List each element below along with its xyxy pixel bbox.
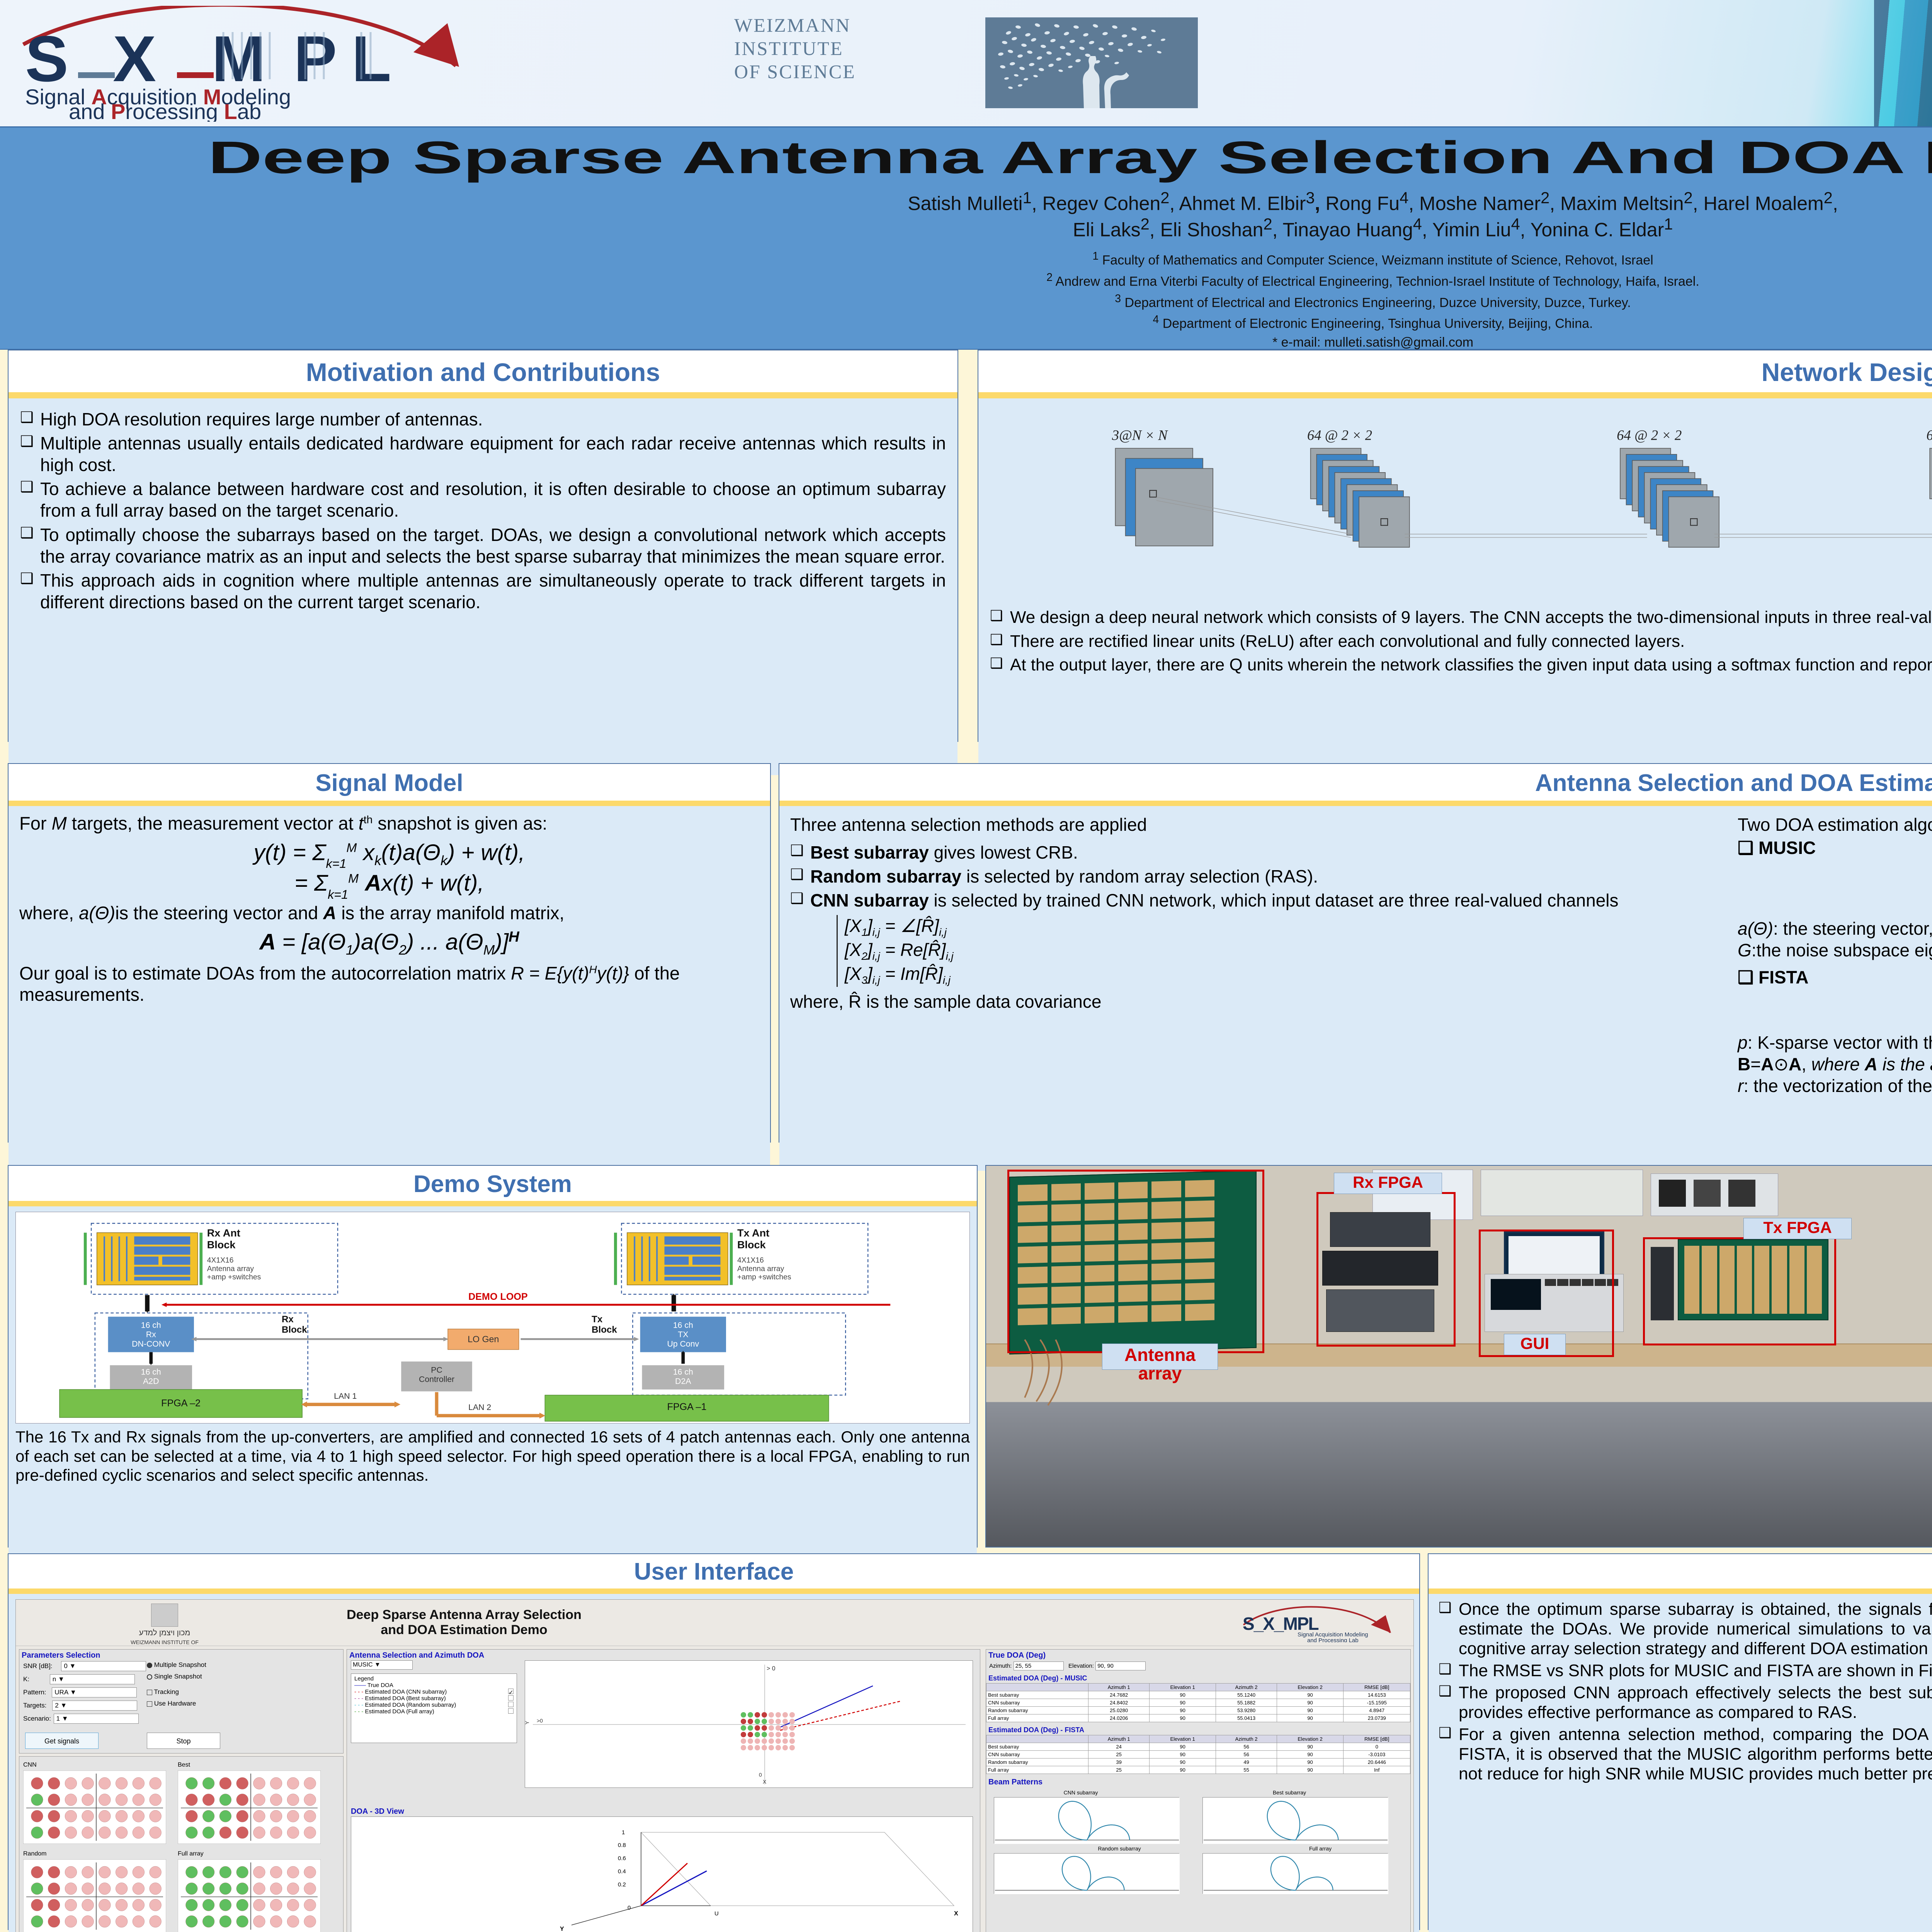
svg-text:0: 0: [759, 1772, 762, 1778]
svg-text:and Processing Lab: and Processing Lab: [1307, 1637, 1359, 1642]
svg-text:FPGA –2: FPGA –2: [161, 1398, 201, 1409]
svg-text:Rx Ant: Rx Ant: [207, 1227, 240, 1239]
svg-text:U: U: [714, 1910, 719, 1917]
svg-text:D2A: D2A: [675, 1377, 691, 1386]
svg-text:16 ch: 16 ch: [673, 1367, 693, 1376]
svg-text:Y: Y: [560, 1926, 564, 1932]
svg-text:and Processing Lab: and Processing Lab: [69, 99, 261, 122]
svg-text:A2D: A2D: [143, 1377, 159, 1386]
svg-text:64 @ 2 × 2: 64 @ 2 × 2: [1927, 427, 1932, 443]
svg-text:Up Conv: Up Conv: [667, 1339, 699, 1349]
svg-text:> 0: > 0: [767, 1665, 776, 1672]
svg-text:Rx: Rx: [146, 1330, 156, 1339]
svg-text:64 @ 2 × 2: 64 @ 2 × 2: [1307, 427, 1372, 443]
svg-text:0: 0: [628, 1905, 631, 1911]
svg-text:PC: PC: [431, 1366, 442, 1375]
svg-text:Controller: Controller: [419, 1375, 454, 1384]
svg-text:4X1X16: 4X1X16: [737, 1256, 764, 1264]
svg-text:TX: TX: [678, 1330, 688, 1339]
svg-text:Block: Block: [207, 1239, 236, 1251]
svg-text:4X1X16: 4X1X16: [207, 1256, 234, 1264]
svg-text:0.6: 0.6: [618, 1855, 626, 1862]
svg-text:16 ch: 16 ch: [141, 1321, 161, 1330]
svg-text:LAN 2: LAN 2: [468, 1403, 491, 1412]
svg-text:1: 1: [622, 1829, 625, 1836]
svg-text:Rx: Rx: [282, 1314, 294, 1325]
svg-text:Antenna array: Antenna array: [737, 1265, 784, 1273]
svg-text:64 @ 2 × 2: 64 @ 2 × 2: [1617, 427, 1682, 443]
svg-text:S: S: [25, 22, 66, 95]
svg-text:DEMO LOOP: DEMO LOOP: [468, 1291, 527, 1302]
svg-text:Antenna array: Antenna array: [207, 1265, 254, 1273]
svg-text:+amp +switches: +amp +switches: [207, 1273, 261, 1281]
svg-text:DN-CONV: DN-CONV: [132, 1339, 170, 1349]
svg-text:3@N × N: 3@N × N: [1112, 427, 1168, 443]
svg-text:Block: Block: [737, 1239, 766, 1251]
svg-text:M: M: [212, 22, 263, 95]
svg-text:S_X_MPL: S_X_MPL: [1243, 1614, 1319, 1634]
svg-text:Block: Block: [282, 1325, 307, 1335]
svg-text:16 ch: 16 ch: [141, 1367, 161, 1376]
svg-text:0.2: 0.2: [618, 1881, 626, 1888]
svg-text:0.8: 0.8: [618, 1842, 626, 1849]
svg-text:Tx: Tx: [592, 1314, 603, 1325]
svg-text:X: X: [763, 1779, 767, 1785]
svg-text:Block: Block: [592, 1325, 617, 1335]
svg-text:16 ch: 16 ch: [673, 1321, 693, 1330]
svg-text:X: X: [954, 1910, 958, 1917]
svg-text:Y: Y: [525, 1721, 530, 1725]
svg-text:Tx Ant: Tx Ant: [737, 1227, 769, 1239]
svg-text:0.4: 0.4: [618, 1868, 626, 1875]
svg-text:LO Gen: LO Gen: [468, 1334, 499, 1344]
svg-text:X: X: [113, 22, 156, 95]
svg-text:>0: >0: [537, 1718, 543, 1724]
svg-text:FPGA –1: FPGA –1: [667, 1401, 707, 1412]
svg-text:+amp +switches: +amp +switches: [737, 1273, 791, 1281]
svg-text:LAN 1: LAN 1: [334, 1391, 357, 1401]
